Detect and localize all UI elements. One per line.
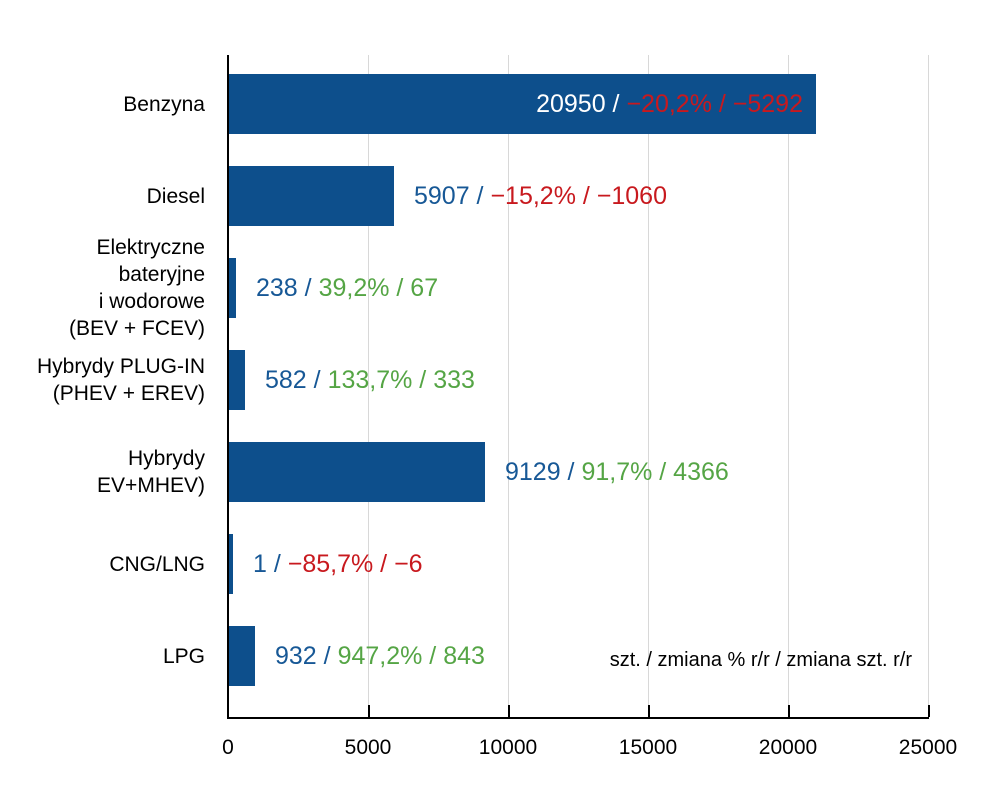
bar xyxy=(229,166,394,226)
category-label-line: Diesel xyxy=(146,184,205,208)
value-count: 20950 / xyxy=(536,90,627,118)
category-label: LPG xyxy=(0,643,205,670)
category-label: CNG/LNG xyxy=(0,551,205,578)
value-annotation: 20950 / −20,2% / −5292 xyxy=(229,74,803,134)
category-label-line: CNG/LNG xyxy=(109,552,205,576)
bar xyxy=(229,350,245,410)
value-count: 9129 / xyxy=(505,458,582,486)
x-axis-tick-label: 20000 xyxy=(758,736,818,759)
gridline xyxy=(648,55,649,717)
x-axis-tick-label: 25000 xyxy=(898,736,958,759)
x-axis-tick-label: 15000 xyxy=(618,736,678,759)
x-axis-tick-label: 10000 xyxy=(478,736,538,759)
value-count: 1 / xyxy=(253,550,288,578)
category-label: Diesel xyxy=(0,183,205,210)
value-change: −85,7% / −6 xyxy=(287,550,423,578)
category-label-line: (PHEV + EREV) xyxy=(52,382,205,405)
value-change: 133,7% / 333 xyxy=(327,366,475,394)
x-axis-tick xyxy=(368,705,370,717)
value-change: 91,7% / 4366 xyxy=(581,458,729,486)
gridline xyxy=(788,55,789,717)
value-count: 932 / xyxy=(275,642,338,670)
value-change: 947,2% / 843 xyxy=(337,642,485,670)
bar xyxy=(229,626,255,686)
x-axis-tick xyxy=(788,705,790,717)
category-label-line: bateryjne xyxy=(118,263,205,286)
category-label: Hybrydy EV+MHEV) xyxy=(0,445,205,499)
category-label: Elektryczne bateryjne i wodorowe (BEV + FCE… xyxy=(0,234,205,342)
gridline xyxy=(928,55,929,717)
category-label-line: Benzyna xyxy=(123,92,205,116)
x-axis-tick-label: 0 xyxy=(222,736,234,759)
bar xyxy=(229,534,233,594)
category-label-line: Elektryczne xyxy=(96,236,205,259)
bar xyxy=(229,442,485,502)
gridline xyxy=(508,55,509,717)
x-axis-tick xyxy=(648,705,650,717)
value-annotation: 5907 / −15,2% / −1060 xyxy=(414,166,667,226)
category-label-line: LPG xyxy=(162,644,205,668)
bar xyxy=(229,74,816,134)
value-annotation: 582 / 133,7% / 333 xyxy=(265,350,475,410)
x-axis-tick-label: 5000 xyxy=(344,736,392,759)
gridline xyxy=(368,55,369,717)
category-label-line: Hybrydy PLUG-IN xyxy=(36,355,205,378)
x-axis-tick xyxy=(928,705,930,717)
value-change: −20,2% / −5292 xyxy=(626,90,803,118)
value-annotation: 1 / −85,7% / −6 xyxy=(253,534,423,594)
y-axis-line xyxy=(227,55,229,719)
category-label-line: (BEV + FCEV) xyxy=(69,317,205,340)
value-count: 582 / xyxy=(265,366,328,394)
value-annotation: 238 / 39,2% / 67 xyxy=(256,258,438,318)
value-change: −15,2% / −1060 xyxy=(490,182,667,210)
x-axis-tick xyxy=(508,705,510,717)
value-count: 238 / xyxy=(256,274,319,302)
category-label-line: EV+MHEV) xyxy=(97,474,205,497)
category-label-line: i wodorowe xyxy=(98,290,205,313)
bar xyxy=(229,258,236,318)
category-label: Hybrydy PLUG-IN (PHEV + EREV) xyxy=(0,353,205,407)
x-axis-line xyxy=(227,717,929,719)
value-annotation: 9129 / 91,7% / 4366 xyxy=(505,442,729,502)
category-label: Benzyna xyxy=(0,91,205,118)
value-change: 39,2% / 67 xyxy=(318,274,439,302)
value-annotation: 932 / 947,2% / 843 xyxy=(275,626,485,686)
value-format-note: szt. / zmiana % r/r / zmiana szt. r/r xyxy=(609,649,912,671)
value-count: 5907 / xyxy=(414,182,491,210)
category-label-line: Hybrydy xyxy=(127,447,205,470)
